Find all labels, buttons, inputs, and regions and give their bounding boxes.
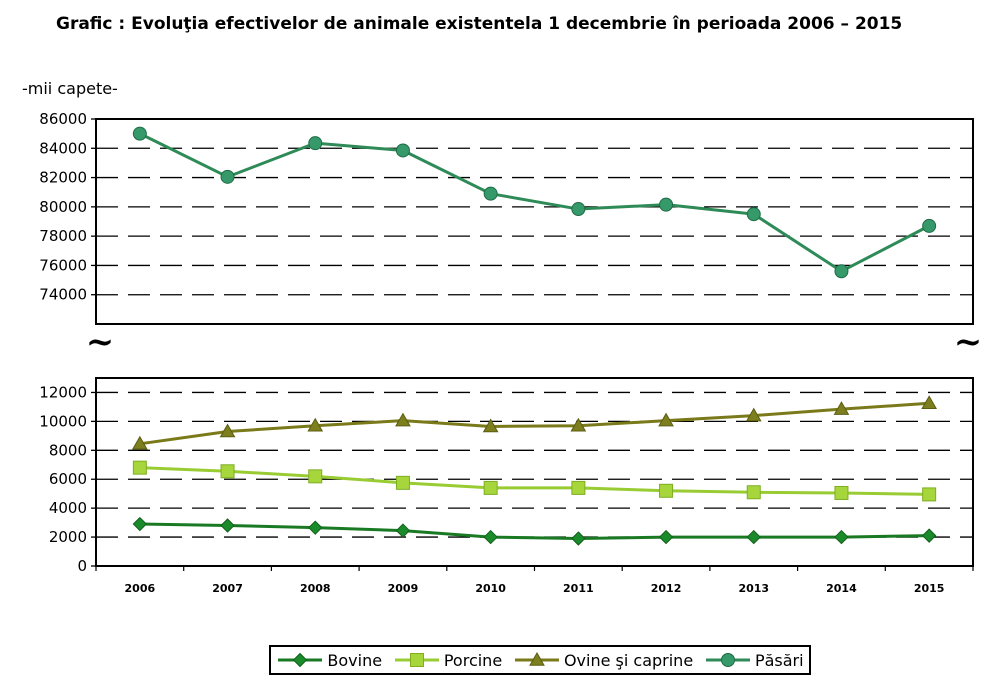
line-chart: 74000 76000 78000 80000 82000 84000 86000 0 200… (39, 110, 983, 595)
data-point-ovine-i-caprine (482, 418, 499, 433)
upper-panel: 74000 76000 78000 80000 82000 84000 86000 (39, 110, 974, 325)
legend-label: Ovine şi caprine (563, 650, 694, 670)
data-point-bovine (571, 531, 586, 546)
axis-break-right: ~ (954, 322, 983, 362)
y-tick-label: 74000 (39, 286, 87, 304)
series-line-bovine (139, 522, 930, 541)
axis-break-left: ~ (86, 322, 115, 362)
data-point-bovine (921, 528, 937, 543)
data-point-bovine (746, 529, 761, 545)
data-point-bovine (395, 523, 411, 538)
y-tick-label: 0 (77, 557, 87, 575)
data-point-bovine (220, 518, 235, 533)
y-tick-label: 2000 (49, 528, 87, 546)
data-point-porcine (659, 483, 674, 498)
y-tick-label: 76000 (39, 256, 87, 274)
chart-title: Grafic : Evoluţia efectivelor de animale… (56, 14, 903, 34)
y-tick-label: 86000 (39, 110, 87, 128)
legend-item-ovine-i-caprine: Ovine şi caprine (513, 651, 693, 670)
legend-label: Porcine (443, 650, 503, 670)
data-point-bovine (308, 520, 323, 535)
x-tick-label: 2007 (212, 582, 243, 595)
legend-item-bovine: Bovine (276, 651, 382, 670)
x-tick-label: 2013 (738, 582, 769, 595)
x-tick-label: 2006 (125, 582, 156, 595)
legend-marker (293, 652, 308, 668)
data-point-porcine (746, 485, 761, 500)
legend-marker (720, 653, 735, 667)
data-point-ovine-i-caprine (833, 401, 850, 415)
data-point-p-s-ri (659, 197, 674, 212)
data-point-ovine-i-caprine (307, 417, 324, 432)
data-point-bovine (132, 516, 148, 532)
y-tick-label: 4000 (49, 499, 87, 517)
data-point-bovine (834, 529, 849, 545)
data-point-ovine-i-caprine (745, 407, 762, 422)
x-tick-label: 2009 (388, 582, 419, 595)
legend-label: Păsări (754, 650, 804, 670)
data-point-p-s-ri (922, 218, 937, 233)
legend-label: Bovine (327, 650, 383, 670)
y-tick-label: 6000 (49, 470, 87, 488)
legend: Bovine Porcine Ovine şi caprine Păsări (269, 645, 811, 675)
x-tick-label: 2014 (826, 582, 857, 595)
y-tick-label: 78000 (39, 227, 87, 245)
data-point-bovine (658, 529, 674, 545)
data-point-ovine-i-caprine (658, 412, 674, 427)
data-point-p-s-ri (395, 143, 410, 158)
data-point-p-s-ri (746, 207, 761, 222)
y-unit-label: -mii capete- (22, 79, 118, 98)
series-line-porcine (139, 466, 930, 496)
x-tick-label: 2008 (300, 582, 331, 595)
data-point-porcine (395, 475, 410, 490)
legend-marker (529, 651, 545, 666)
y-tick-label: 84000 (39, 139, 87, 157)
y-tick-label: 12000 (39, 383, 87, 401)
data-point-porcine (132, 460, 147, 475)
series-line-p-s-ri (139, 132, 930, 273)
data-point-p-s-ri (132, 126, 147, 141)
x-tick-label: 2011 (563, 582, 594, 595)
y-tick-label: 82000 (39, 169, 87, 187)
data-point-ovine-i-caprine (219, 423, 236, 438)
data-point-porcine (220, 464, 235, 479)
legend-swatch (278, 652, 323, 668)
y-tick-label: 10000 (39, 412, 87, 430)
data-point-p-s-ri (483, 186, 498, 201)
data-point-porcine (571, 480, 586, 495)
lower-panel: 0 2000 4000 6000 8000 10000 12000 2006 2007 2008 2… (39, 377, 974, 595)
series-line-ovine-i-caprine (139, 401, 930, 446)
data-point-p-s-ri (308, 136, 323, 151)
data-point-bovine (483, 529, 498, 545)
legend-swatch (514, 651, 559, 666)
data-point-ovine-i-caprine (395, 412, 411, 427)
data-point-p-s-ri (834, 264, 849, 279)
legend-item-porcine: Porcine (393, 651, 502, 670)
data-point-porcine (308, 469, 323, 484)
data-point-ovine-i-caprine (921, 395, 938, 410)
legend-marker (409, 653, 424, 667)
legend-item-p-s-ri: Păsări (704, 651, 804, 670)
upper-plot-frame (95, 118, 974, 325)
y-tick-label: 80000 (39, 198, 87, 216)
data-point-porcine (834, 485, 849, 500)
data-point-ovine-i-caprine (570, 417, 587, 432)
data-point-porcine (922, 487, 937, 502)
y-tick-label: 8000 (49, 441, 87, 459)
data-point-ovine-i-caprine (131, 435, 148, 450)
data-point-p-s-ri (220, 169, 235, 184)
x-tick-label: 2010 (475, 582, 506, 595)
x-tick-label: 2012 (651, 582, 682, 595)
data-point-porcine (483, 480, 498, 495)
legend-swatch (705, 653, 750, 667)
data-point-p-s-ri (571, 202, 586, 217)
x-tick-label: 2015 (914, 582, 945, 595)
legend-swatch (394, 653, 439, 667)
